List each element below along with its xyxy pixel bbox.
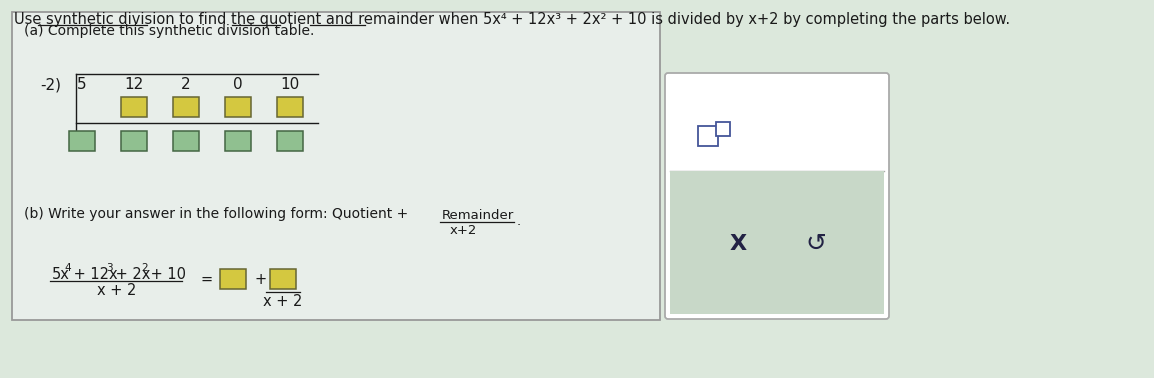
Text: + 10: + 10 <box>147 267 186 282</box>
Text: Remainder: Remainder <box>442 209 515 222</box>
Text: (b) Write your answer in the following form: Quotient +: (b) Write your answer in the following f… <box>24 207 409 221</box>
FancyBboxPatch shape <box>225 131 252 151</box>
FancyBboxPatch shape <box>670 171 884 314</box>
Text: (a) Complete this synthetic division table.: (a) Complete this synthetic division tab… <box>24 24 314 38</box>
Text: x+2: x+2 <box>450 224 478 237</box>
Text: x + 2: x + 2 <box>97 283 136 298</box>
FancyBboxPatch shape <box>277 131 304 151</box>
FancyBboxPatch shape <box>670 78 884 171</box>
Text: 2: 2 <box>181 77 190 92</box>
Text: x + 2: x + 2 <box>263 294 302 309</box>
FancyBboxPatch shape <box>173 97 198 117</box>
FancyBboxPatch shape <box>121 131 147 151</box>
FancyBboxPatch shape <box>69 131 95 151</box>
FancyBboxPatch shape <box>173 131 198 151</box>
FancyBboxPatch shape <box>12 12 660 320</box>
FancyBboxPatch shape <box>270 269 297 289</box>
FancyBboxPatch shape <box>277 97 304 117</box>
FancyBboxPatch shape <box>715 122 730 136</box>
Text: 5: 5 <box>77 77 87 92</box>
Text: =: = <box>200 271 212 287</box>
FancyBboxPatch shape <box>220 269 246 289</box>
Text: 3: 3 <box>106 263 113 273</box>
Text: + 12x: + 12x <box>69 267 118 282</box>
Text: ↺: ↺ <box>805 231 826 256</box>
Text: + 2x: + 2x <box>111 267 150 282</box>
Text: .: . <box>517 215 522 228</box>
Text: +: + <box>254 271 267 287</box>
FancyBboxPatch shape <box>698 126 718 146</box>
Text: 4: 4 <box>65 263 72 273</box>
FancyBboxPatch shape <box>665 73 889 319</box>
Text: 10: 10 <box>280 77 300 92</box>
FancyBboxPatch shape <box>225 97 252 117</box>
Text: 0: 0 <box>233 77 242 92</box>
Text: X: X <box>729 234 747 254</box>
Text: -2): -2) <box>40 77 61 92</box>
FancyBboxPatch shape <box>121 97 147 117</box>
Text: 2: 2 <box>142 263 148 273</box>
Text: 12: 12 <box>125 77 143 92</box>
Text: Use synthetic division to find the quotient and remainder when 5x⁴ + 12x³ + 2x² : Use synthetic division to find the quoti… <box>14 12 1010 27</box>
Text: 5x: 5x <box>52 267 70 282</box>
